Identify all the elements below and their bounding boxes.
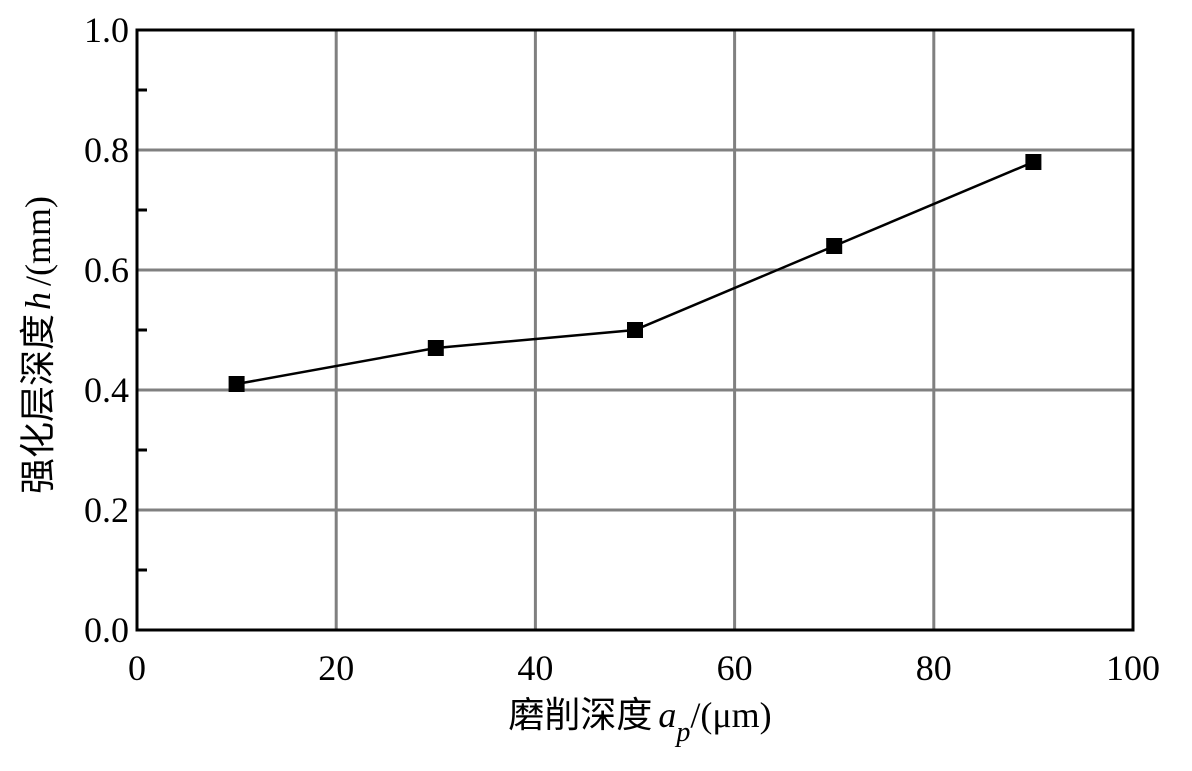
y-tick-label: 0.4 [84, 370, 129, 410]
x-tick-label: 60 [717, 648, 753, 688]
y-tick-label: 0.8 [84, 130, 129, 170]
y-label-text: 强化层深度 [18, 314, 58, 494]
data-point [1025, 154, 1042, 170]
x-tick-label: 0 [128, 648, 146, 688]
data-point [826, 238, 843, 254]
x-label-subscript: p [674, 717, 690, 748]
y-tick-label: 0.2 [84, 490, 129, 530]
y-label-symbol: h [18, 292, 58, 310]
y-tick-label: 0.0 [84, 610, 129, 650]
data-point [228, 376, 245, 392]
x-label-symbol: a [658, 695, 676, 735]
y-tick-label: 1.0 [84, 10, 129, 50]
x-tick-label: 80 [916, 648, 952, 688]
plot-frame [135, 28, 1135, 632]
x-tick-label: 100 [1106, 648, 1160, 688]
y-tick-label: 0.6 [84, 250, 129, 290]
x-tick-label: 20 [318, 648, 354, 688]
data-point [427, 340, 444, 356]
data-point [627, 322, 643, 338]
x-tick-label: 40 [517, 648, 553, 688]
data-line [236, 160, 1034, 386]
x-label-unit: /(μm) [690, 695, 771, 735]
y-axis-label: 强化层深度 h /(mm) [18, 196, 58, 494]
x-axis-label: 磨削深度 ap/(μm) [508, 695, 771, 748]
x-label-text: 磨削深度 [508, 695, 652, 735]
y-label-unit: /(mm) [18, 196, 58, 286]
